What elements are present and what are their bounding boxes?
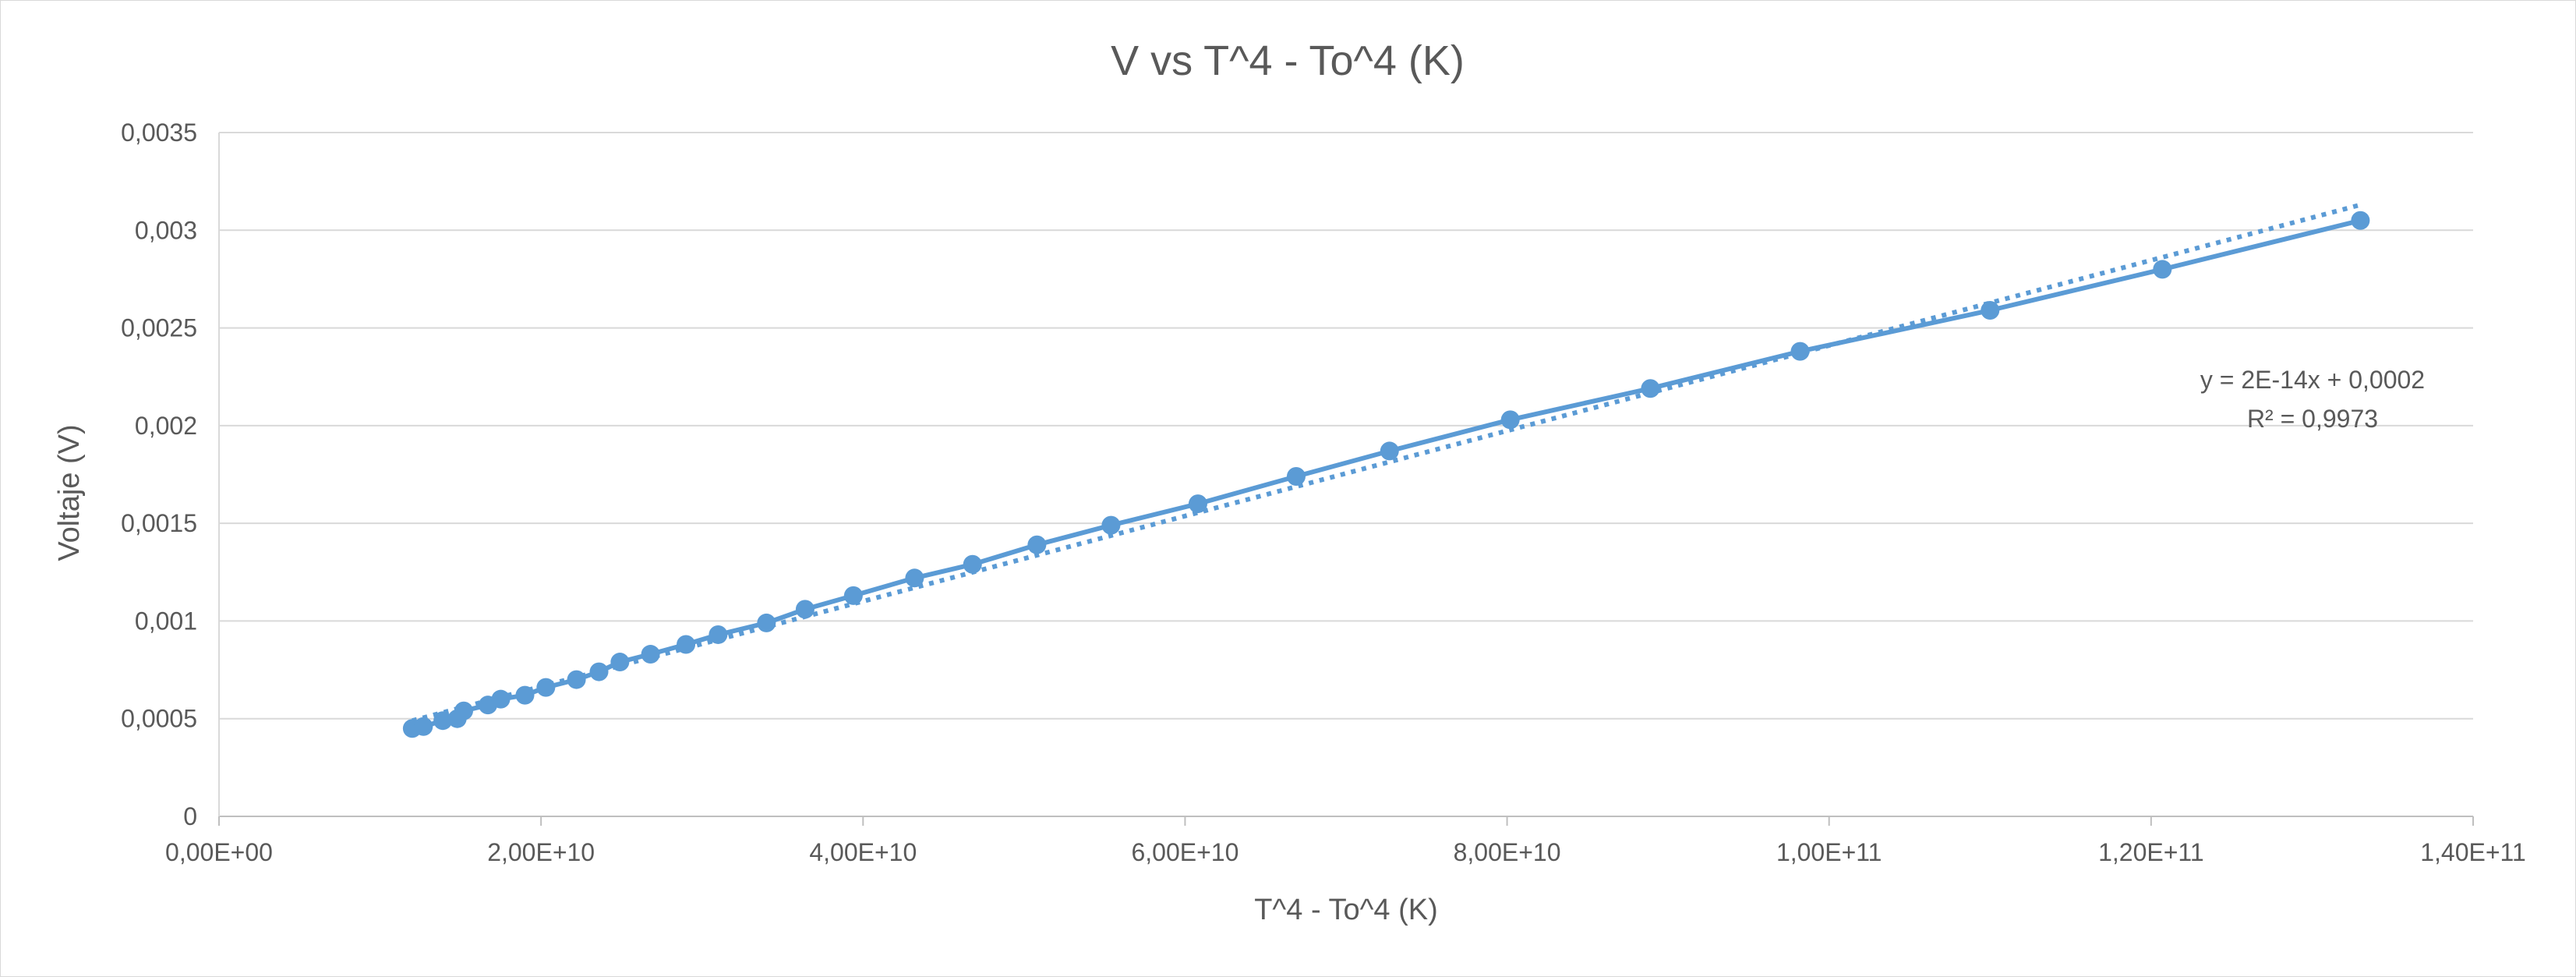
data-point — [1101, 515, 1121, 535]
data-point — [454, 701, 473, 720]
data-point — [843, 586, 863, 605]
data-point — [757, 613, 776, 632]
y-tick-label: 0,0025 — [121, 314, 197, 342]
data-point — [677, 635, 696, 654]
axes — [218, 133, 2474, 826]
data-point — [567, 670, 586, 689]
trendline — [412, 202, 2362, 724]
x-tick-label: 6,00E+10 — [1131, 838, 1239, 866]
data-point — [491, 689, 511, 709]
y-tick-label: 0,0005 — [121, 705, 197, 733]
x-tick-label: 4,00E+10 — [809, 838, 917, 866]
x-tick-label: 1,20E+11 — [2098, 838, 2204, 866]
data-point — [1380, 441, 1399, 461]
trendline-line — [412, 202, 2362, 724]
x-tick-label: 1,40E+11 — [2420, 838, 2526, 866]
x-axis-tick-labels: 0,00E+00 2,00E+10 4,00E+10 6,00E+10 8,00E+10… — [165, 838, 2526, 866]
y-axis-title: Voltaje (V) — [53, 424, 86, 561]
series-voltage — [412, 218, 2362, 731]
data-point — [2351, 211, 2370, 230]
series-line — [412, 218, 2362, 731]
data-point — [1188, 494, 1207, 514]
data-point — [795, 600, 814, 619]
data-point — [963, 554, 982, 574]
y-tick-label: 0 — [183, 802, 197, 830]
x-tick-label: 0,00E+00 — [165, 838, 273, 866]
data-point — [1641, 379, 1660, 398]
chart-title: V vs T^4 - To^4 (K) — [1111, 37, 1465, 84]
data-point — [2153, 260, 2172, 279]
data-point — [536, 678, 556, 697]
data-point — [1500, 410, 1520, 430]
x-tick-label: 8,00E+10 — [1454, 838, 1561, 866]
trendline-equation: y = 2E-14x + 0,0002 — [2200, 366, 2425, 394]
data-point — [1981, 301, 2000, 320]
trendline-r-squared: R² = 0,9973 — [2247, 405, 2378, 433]
data-point — [414, 717, 433, 736]
y-axis-tick-labels: 0 0,0005 0,001 0,0015 0,002 0,0025 0,003 0,0035 — [121, 119, 197, 830]
data-point — [610, 653, 630, 672]
y-tick-label: 0,001 — [135, 607, 197, 635]
data-point — [1027, 535, 1047, 554]
data-point — [708, 625, 728, 644]
data-point — [589, 662, 609, 681]
x-tick-label: 2,00E+10 — [487, 838, 595, 866]
data-point — [433, 711, 453, 731]
data-points — [402, 211, 2370, 738]
data-point — [905, 568, 924, 588]
data-point — [641, 645, 660, 664]
data-point — [1286, 467, 1306, 487]
y-tick-label: 0,0015 — [121, 509, 197, 537]
y-tick-label: 0,002 — [135, 412, 197, 440]
y-tick-label: 0,0035 — [121, 119, 197, 147]
x-axis-title: T^4 - To^4 (K) — [1254, 894, 1438, 926]
x-tick-label: 1,00E+11 — [1776, 838, 1882, 866]
gridlines — [219, 132, 2473, 720]
y-tick-label: 0,003 — [135, 216, 197, 244]
data-point — [515, 685, 535, 705]
data-point — [1790, 342, 1810, 361]
